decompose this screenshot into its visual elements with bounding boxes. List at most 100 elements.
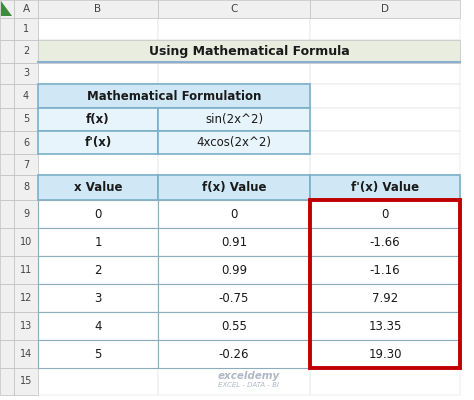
Text: 13.35: 13.35: [368, 320, 401, 332]
Bar: [14, 0, 38, 18]
Bar: [310, 200, 460, 228]
Bar: [0, 200, 14, 228]
Bar: [158, 108, 310, 131]
Bar: [14, 228, 38, 256]
Bar: [310, 284, 460, 312]
Bar: [310, 228, 460, 256]
Text: f'(x) Value: f'(x) Value: [351, 181, 419, 194]
Bar: [158, 228, 310, 256]
Text: EXCEL - DATA - BI: EXCEL - DATA - BI: [219, 382, 280, 388]
Bar: [158, 175, 310, 200]
Text: A: A: [22, 4, 29, 14]
Text: 2: 2: [23, 46, 29, 56]
Bar: [158, 340, 310, 368]
Bar: [0, 284, 14, 312]
Text: x Value: x Value: [74, 181, 122, 194]
Bar: [38, 284, 158, 312]
Bar: [158, 228, 310, 256]
Bar: [14, 340, 38, 368]
Bar: [14, 40, 38, 63]
Bar: [0, 154, 14, 175]
Bar: [158, 368, 310, 395]
Bar: [158, 256, 310, 284]
Bar: [158, 108, 310, 131]
Text: 4xcos(2x^2): 4xcos(2x^2): [197, 136, 272, 149]
Text: 14: 14: [20, 349, 32, 359]
Text: 10: 10: [20, 237, 32, 247]
Bar: [158, 312, 310, 340]
Bar: [38, 63, 158, 84]
Bar: [310, 200, 460, 368]
Text: 3: 3: [94, 292, 102, 304]
Bar: [14, 312, 38, 340]
Text: f(x) Value: f(x) Value: [202, 181, 266, 194]
Text: 12: 12: [20, 293, 32, 303]
Polygon shape: [1, 1, 12, 16]
Bar: [158, 284, 310, 312]
Bar: [158, 312, 310, 340]
Bar: [0, 256, 14, 284]
Text: f'(x): f'(x): [84, 136, 111, 149]
Bar: [310, 40, 460, 63]
Text: 0.55: 0.55: [221, 320, 247, 332]
Bar: [158, 131, 310, 154]
Bar: [38, 154, 158, 175]
Text: 0: 0: [381, 208, 389, 220]
Text: 0: 0: [230, 208, 237, 220]
Text: 11: 11: [20, 265, 32, 275]
Text: 7: 7: [23, 160, 29, 170]
Bar: [310, 228, 460, 256]
Bar: [158, 18, 310, 40]
Bar: [158, 131, 310, 154]
Bar: [310, 284, 460, 312]
Text: Using Mathematical Formula: Using Mathematical Formula: [149, 45, 349, 58]
Bar: [14, 200, 38, 228]
Bar: [38, 108, 158, 131]
Bar: [158, 84, 310, 108]
Text: Mathematical Formulation: Mathematical Formulation: [87, 90, 261, 102]
Bar: [0, 40, 14, 63]
Bar: [0, 175, 14, 200]
Bar: [310, 256, 460, 284]
Bar: [0, 84, 14, 108]
Bar: [14, 154, 38, 175]
Text: 1: 1: [94, 236, 102, 248]
Bar: [310, 368, 460, 395]
Text: 0: 0: [94, 208, 102, 220]
Bar: [38, 312, 158, 340]
Text: exceldemy: exceldemy: [218, 371, 280, 381]
Bar: [14, 256, 38, 284]
Text: 5: 5: [23, 114, 29, 124]
Text: -1.66: -1.66: [370, 236, 401, 248]
Text: 15: 15: [20, 376, 32, 386]
Bar: [38, 131, 158, 154]
Bar: [38, 228, 158, 256]
Bar: [310, 63, 460, 84]
Bar: [310, 256, 460, 284]
Bar: [38, 284, 158, 312]
Bar: [38, 340, 158, 368]
Bar: [310, 312, 460, 340]
Bar: [310, 312, 460, 340]
Bar: [158, 340, 310, 368]
Bar: [158, 284, 310, 312]
Bar: [0, 18, 14, 40]
Text: 13: 13: [20, 321, 32, 331]
Bar: [38, 368, 158, 395]
Bar: [158, 63, 310, 84]
Bar: [310, 131, 460, 154]
Bar: [158, 175, 310, 200]
Bar: [0, 0, 14, 18]
Bar: [310, 18, 460, 40]
Bar: [310, 0, 460, 18]
Text: sin(2x^2): sin(2x^2): [205, 113, 263, 126]
Bar: [310, 175, 460, 200]
Bar: [310, 340, 460, 368]
Text: -1.16: -1.16: [370, 264, 401, 276]
Bar: [14, 108, 38, 131]
Bar: [14, 284, 38, 312]
Bar: [14, 368, 38, 395]
Text: 2: 2: [94, 264, 102, 276]
Text: 6: 6: [23, 138, 29, 148]
Bar: [0, 131, 14, 154]
